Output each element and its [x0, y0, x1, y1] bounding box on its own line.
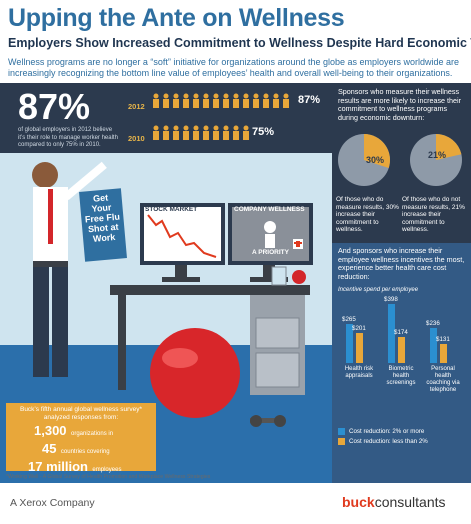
flu-shot-sign-text: Get Your Free Flu Shot at Work — [84, 192, 121, 244]
incentives-subheading: Incentive spend per employee — [338, 287, 419, 293]
bar-value-label: $265 — [342, 315, 356, 323]
legend-item-blue: Cost reduction: 2% or more — [338, 428, 468, 435]
person-icon — [203, 93, 209, 108]
survey-organizations-label: organizations in — [71, 431, 114, 437]
person-icon — [253, 93, 259, 108]
bar — [440, 343, 447, 363]
sponsors-heading: Sponsors who measure their wellness resu… — [338, 87, 462, 122]
person-icon — [183, 93, 189, 108]
pie-1-pct: 30% — [366, 155, 385, 165]
monitor-wellness-label-top: COMPANY WELLNESS — [234, 206, 305, 213]
person-icon — [233, 125, 239, 140]
person-icon — [153, 93, 159, 108]
survey-box: Buck’s fifth annual global wellness surv… — [6, 403, 156, 474]
person-icon — [243, 93, 249, 108]
survey-intro: Buck’s fifth annual global wellness surv… — [19, 406, 142, 421]
person-icon — [223, 93, 229, 108]
legend-item-gold: Cost reduction: less than 2% — [338, 438, 468, 445]
person-icon — [263, 93, 269, 108]
category-label: Biometric health screenings — [386, 366, 416, 386]
incentives-panel — [332, 243, 471, 483]
bar — [388, 304, 395, 363]
page-title: Upping the Ante on Wellness — [8, 4, 345, 32]
pie-2-label: Of those who do not measure results, 21%… — [402, 196, 465, 233]
monitor-stock-market-label: STOCK MARKET — [145, 206, 198, 213]
category-label: Health risk appraisals — [344, 366, 374, 379]
bar-value-label: $174 — [394, 329, 408, 337]
person-icon — [163, 125, 169, 140]
year-label: 2012 — [128, 102, 145, 111]
legend-swatch — [338, 438, 345, 445]
pie-1-label: Of those who do measure results, 30% inc… — [336, 196, 399, 233]
bar — [346, 323, 353, 363]
person-icon — [283, 93, 289, 108]
survey-countries: 45 — [42, 441, 57, 456]
legend-label: Cost reduction: less than 2% — [349, 438, 428, 445]
person-icon — [193, 93, 199, 108]
person-icon — [213, 125, 219, 140]
pct-2012: 87% — [298, 94, 321, 106]
survey-employees-label: employees — [92, 467, 122, 473]
monitor-wellness-label-bottom: A PRIORITY — [252, 249, 289, 256]
office-illustration — [32, 161, 313, 427]
person-icon — [243, 125, 249, 140]
survey-line-employees: 17 million employees — [6, 458, 156, 476]
bar-value-label: $398 — [384, 296, 398, 304]
year-label: 2010 — [128, 134, 145, 143]
footnote: *Working Well - A Global Survey of Healt… — [6, 474, 211, 480]
logo-part-a: buck — [342, 494, 375, 510]
person-icon — [183, 125, 189, 140]
bar-value-label: $236 — [426, 320, 440, 328]
page-subtitle: Employers Show Increased Commitment to W… — [8, 36, 471, 50]
legend-label: Cost reduction: 2% or more — [349, 428, 425, 435]
person-icon — [213, 93, 219, 108]
legend-swatch — [338, 428, 345, 435]
person-icon — [163, 93, 169, 108]
people-icons-2012 — [153, 93, 289, 108]
pct-2010: 75% — [252, 126, 275, 138]
year-row-2010: 2010 75% — [128, 125, 328, 146]
intro-text: Wellness programs are no longer a “soft”… — [8, 57, 460, 78]
bar — [430, 328, 437, 363]
person-icon — [233, 93, 239, 108]
bar — [398, 337, 405, 363]
survey-line-countries: 45 countries covering — [6, 440, 156, 458]
person-icon — [153, 125, 159, 140]
person-icon — [203, 125, 209, 140]
buck-logo: buckconsultants — [342, 494, 446, 510]
person-icon — [193, 125, 199, 140]
stat-87-value: 87% — [18, 86, 91, 127]
flu-shot-sign: Get Your Free Flu Shot at Work — [79, 188, 127, 262]
category-label: Personal health coaching via telephone — [426, 366, 460, 393]
stat-87-description: of global employers in 2012 believe it’s… — [18, 127, 118, 148]
footer-company: A Xerox Company — [10, 497, 95, 509]
pie-2-pct: 21% — [428, 150, 447, 160]
footer — [0, 484, 471, 524]
person-icon — [273, 93, 279, 108]
survey-organizations: 1,300 — [34, 423, 67, 438]
pie-charts — [338, 133, 462, 186]
incentive-bar-chart: $265 $201 Health risk appraisals $398 $174 Bi… — [338, 295, 466, 397]
bar — [356, 333, 363, 363]
logo-part-b: consultants — [374, 494, 446, 510]
bar-value-label: $201 — [352, 325, 366, 333]
person-icon — [173, 93, 179, 108]
chart-legend: Cost reduction: 2% or more Cost reductio… — [338, 428, 468, 445]
bar-value-label: $131 — [436, 335, 450, 343]
year-row-2012: 2012 87% — [128, 93, 328, 114]
incentives-heading: And sponsors who increase their employee… — [338, 246, 465, 281]
survey-countries-label: countries covering — [60, 449, 110, 455]
survey-line-organizations: 1,300 organizations in — [6, 422, 156, 440]
survey-employees: 17 million — [28, 459, 88, 474]
people-icons-2010 — [153, 125, 249, 140]
person-icon — [173, 125, 179, 140]
person-icon — [223, 125, 229, 140]
